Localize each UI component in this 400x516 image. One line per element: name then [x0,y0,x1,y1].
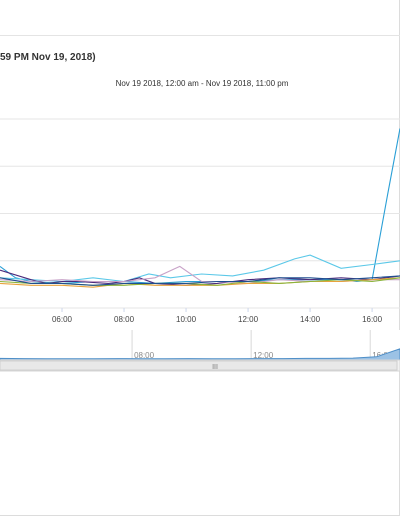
chart-gridlines [0,118,400,309]
date-range-label: Nov 19 2018, 12:00 am - Nov 19 2018, 11:… [115,79,289,88]
series-line-0[interactable] [0,128,400,284]
x-tick-label-4: 14:00 [300,315,321,324]
scrollbar-thumb[interactable] [0,360,398,371]
navigator-tick-label-1: 12:00 [253,351,274,360]
x-tick-label-0: 06:00 [52,315,73,324]
chart-title: 59 PM Nov 19, 2018) [0,52,96,63]
x-tick-label-1: 08:00 [114,315,135,324]
navigator-tick-label-0: 08:00 [134,351,155,360]
line-chart[interactable]: 06:00 08:00 10:00 12:00 14:00 16:00 [0,115,400,330]
series-line-6[interactable] [0,275,400,286]
x-tick-label-5: 16:00 [362,315,383,324]
x-tick-label-3: 12:00 [238,315,259,324]
series-line-4[interactable] [0,277,400,288]
x-axis-ticks: 06:00 08:00 10:00 12:00 14:00 16:00 [52,308,383,324]
header-divider [0,35,400,36]
navigator-background [0,330,400,360]
x-tick-label-2: 10:00 [176,315,197,324]
chart-series [0,128,400,288]
navigator-area [0,348,400,361]
scrollbar-grip[interactable]: III [212,364,218,371]
